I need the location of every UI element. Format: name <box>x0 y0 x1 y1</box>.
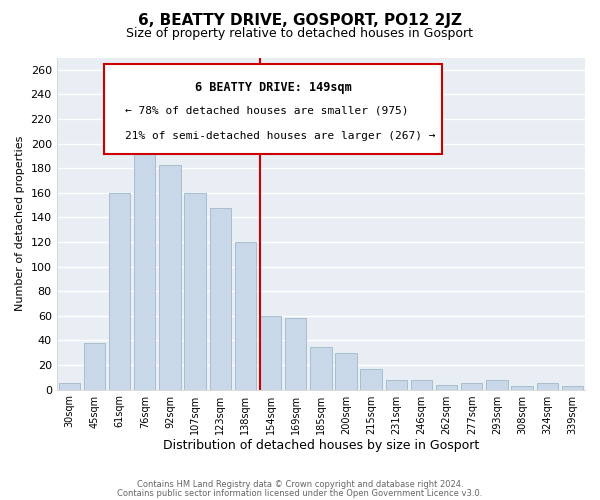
Text: Size of property relative to detached houses in Gosport: Size of property relative to detached ho… <box>127 28 473 40</box>
Bar <box>84 343 105 390</box>
Bar <box>209 208 231 390</box>
Bar <box>536 384 558 390</box>
Text: 21% of semi-detached houses are larger (267) →: 21% of semi-detached houses are larger (… <box>125 130 436 140</box>
Bar <box>562 386 583 390</box>
Bar <box>436 384 457 390</box>
Bar <box>411 380 432 390</box>
Text: 6, BEATTY DRIVE, GOSPORT, PO12 2JZ: 6, BEATTY DRIVE, GOSPORT, PO12 2JZ <box>138 12 462 28</box>
Y-axis label: Number of detached properties: Number of detached properties <box>15 136 25 311</box>
FancyBboxPatch shape <box>104 64 442 154</box>
Bar <box>461 384 482 390</box>
X-axis label: Distribution of detached houses by size in Gosport: Distribution of detached houses by size … <box>163 440 479 452</box>
Bar <box>109 193 130 390</box>
Bar <box>235 242 256 390</box>
Bar <box>335 352 356 390</box>
Bar <box>486 380 508 390</box>
Text: Contains HM Land Registry data © Crown copyright and database right 2024.: Contains HM Land Registry data © Crown c… <box>137 480 463 489</box>
Bar <box>134 120 155 390</box>
Bar <box>260 316 281 390</box>
Text: ← 78% of detached houses are smaller (975): ← 78% of detached houses are smaller (97… <box>125 106 409 116</box>
Bar <box>285 318 307 390</box>
Text: Contains public sector information licensed under the Open Government Licence v3: Contains public sector information licen… <box>118 488 482 498</box>
Bar <box>511 386 533 390</box>
Bar <box>386 380 407 390</box>
Bar <box>59 384 80 390</box>
Bar <box>361 368 382 390</box>
Bar <box>310 346 332 390</box>
Text: 6 BEATTY DRIVE: 149sqm: 6 BEATTY DRIVE: 149sqm <box>195 80 352 94</box>
Bar <box>184 193 206 390</box>
Bar <box>159 164 181 390</box>
